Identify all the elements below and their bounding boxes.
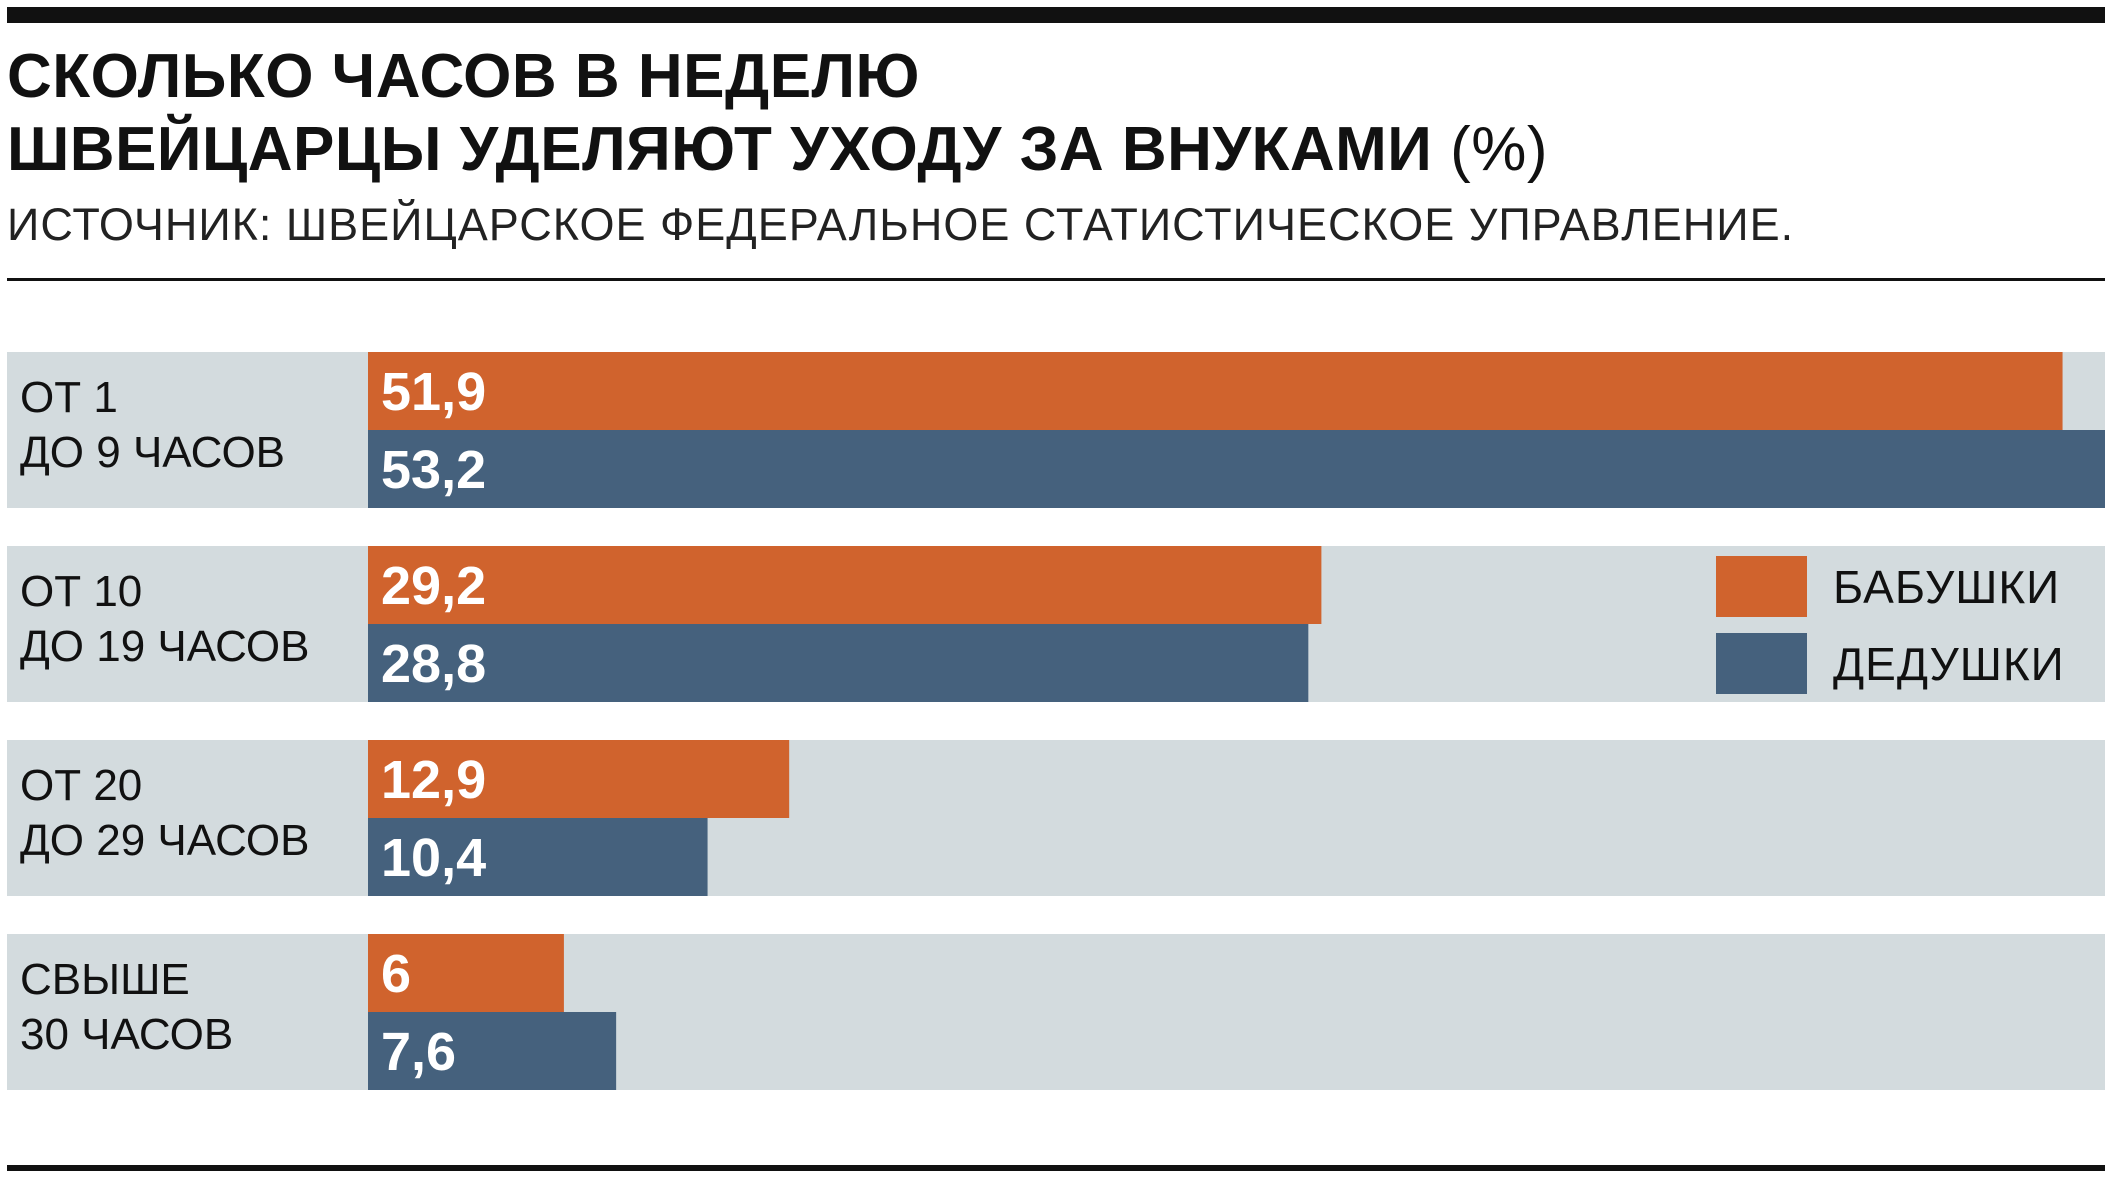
category-label: СВЫШЕ [20, 955, 190, 1004]
chart-title-unit: (%) [1450, 115, 1549, 184]
category-label: ОТ 20 [20, 761, 142, 810]
legend-label: ДЕДУШКИ [1833, 638, 2065, 690]
chart-title-line-1: СКОЛЬКО ЧАСОВ В НЕДЕЛЮ [7, 42, 920, 111]
category-label: ДО 19 ЧАСОВ [20, 622, 310, 671]
row-background [7, 740, 2105, 896]
data-label: 51,9 [381, 362, 486, 422]
category-label: ДО 9 ЧАСОВ [20, 428, 285, 477]
data-label: 7,6 [381, 1022, 456, 1082]
legend-label: БАБУШКИ [1833, 561, 2060, 613]
legend-swatch [1716, 633, 1807, 694]
data-label: 29,2 [381, 556, 486, 616]
category-label: ОТ 10 [20, 567, 142, 616]
bar-grandfathers [368, 818, 708, 896]
chart-source: ИСТОЧНИК: ШВЕЙЦАРСКОЕ ФЕДЕРАЛЬНОЕ СТАТИС… [7, 199, 1795, 250]
category-label: ДО 29 ЧАСОВ [20, 816, 310, 865]
bar-grandfathers [368, 624, 1309, 702]
category-label: 30 ЧАСОВ [20, 1010, 233, 1059]
bar-grandmothers [368, 740, 790, 818]
bar-grandmothers [368, 546, 1322, 624]
header-rule [7, 278, 2105, 281]
top-rule [7, 7, 2105, 23]
chart-title-line-2: ШВЕЙЦАРЦЫ УДЕЛЯЮТ УХОДУ ЗА ВНУКАМИ [7, 115, 1433, 184]
data-label: 6 [381, 944, 411, 1004]
data-label: 12,9 [381, 750, 486, 810]
bottom-rule [7, 1165, 2105, 1171]
data-label: 10,4 [381, 828, 486, 888]
legend-swatch [1716, 556, 1807, 617]
data-label: 53,2 [381, 440, 486, 500]
bar-grandmothers [368, 352, 2063, 430]
row-background [7, 934, 2105, 1090]
bar-grandfathers [368, 1012, 617, 1090]
data-label: 28,8 [381, 634, 486, 694]
category-label: ОТ 1 [20, 373, 118, 422]
chart-title: СКОЛЬКО ЧАСОВ В НЕДЕЛЮ ШВЕЙЦАРЦЫ УДЕЛЯЮТ… [7, 40, 1548, 186]
bar-grandmothers [368, 934, 564, 1012]
bar-grandfathers [368, 430, 2105, 508]
